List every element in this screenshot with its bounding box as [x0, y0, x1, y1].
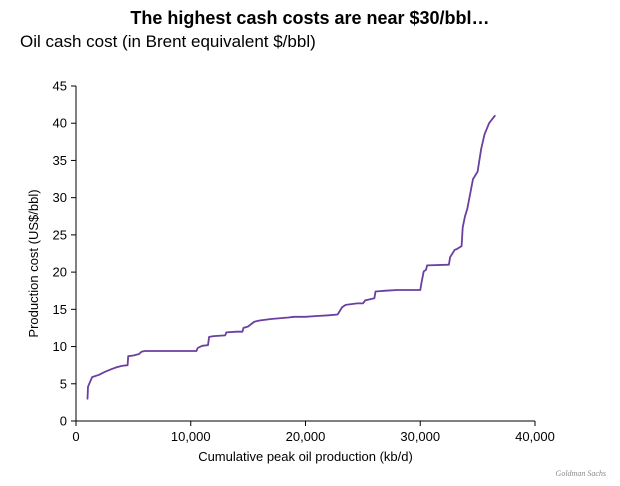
plot-area	[86, 114, 496, 400]
chart-title: The highest cash costs are near $30/bbl…	[130, 8, 490, 28]
y-tick-label: 10	[53, 339, 67, 354]
tick-labels: 0 5 10 15 20 25 30 35 40 45 0 10,000 20,000 30,000 40,…	[53, 79, 555, 445]
x-tick-label: 0	[72, 429, 79, 444]
y-tick-label: 25	[53, 227, 67, 242]
chart-subtitle: Oil cash cost (in Brent equivalent $/bbl…	[20, 32, 316, 51]
y-tick-label: 45	[53, 79, 67, 94]
x-tick-label: 10,000	[171, 429, 211, 444]
y-axis-label: Production cost (US$/bbl)	[26, 189, 41, 337]
y-tick-label: 20	[53, 265, 67, 280]
cost-curve-line	[86, 114, 496, 400]
y-tick-label: 40	[53, 116, 67, 131]
x-tick-label: 40,000	[515, 429, 555, 444]
source-watermark: Goldman Sachs	[555, 469, 606, 478]
x-tick-label: 20,000	[286, 429, 326, 444]
y-tick-label: 5	[60, 376, 67, 391]
y-tick-label: 15	[53, 302, 67, 317]
x-tick-label: 30,000	[400, 429, 440, 444]
axes	[71, 85, 536, 426]
x-axis-label: Cumulative peak oil production (kb/d)	[198, 449, 413, 464]
y-tick-label: 0	[60, 414, 67, 429]
y-tick-label: 30	[53, 190, 67, 205]
y-tick-label: 35	[53, 153, 67, 168]
